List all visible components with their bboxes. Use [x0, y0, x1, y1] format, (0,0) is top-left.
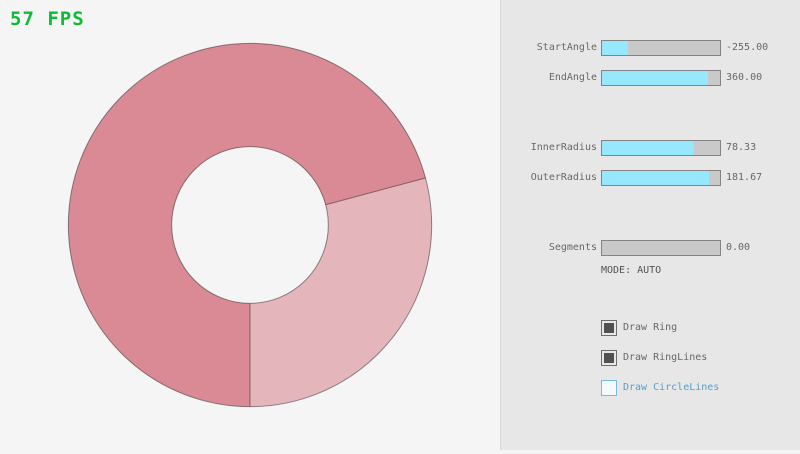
check-row-draw-ring: Draw Ring [501, 320, 800, 336]
outer-radius-slider[interactable] [601, 170, 721, 186]
outer-radius-slider-fill [602, 171, 710, 185]
draw-ringlines-checkbox[interactable] [601, 350, 617, 366]
draw-circlelines-checkbox[interactable] [601, 380, 617, 396]
ring-sector-dark [68, 43, 426, 407]
ring-chart [67, 42, 433, 408]
start-angle-value: -255.00 [726, 42, 769, 53]
ring-sector-light [250, 177, 432, 407]
controls-panel: StartAngle -255.00 EndAngle 360.00 Inner… [500, 0, 800, 450]
start-angle-slider[interactable] [601, 40, 721, 56]
segments-slider[interactable] [601, 240, 721, 256]
ring-outline-outer [67, 42, 433, 408]
segments-mode-label: MODE: AUTO [601, 265, 662, 276]
draw-ring-checkbox[interactable] [601, 320, 617, 336]
segments-label: Segments [548, 242, 597, 253]
end-angle-label: EndAngle [548, 72, 597, 83]
end-angle-value: 360.00 [726, 72, 763, 83]
start-angle-label: StartAngle [536, 42, 597, 53]
check-row-draw-circlelines: Draw CircleLines [501, 380, 800, 396]
inner-radius-slider[interactable] [601, 140, 721, 156]
slider-row-start-angle: StartAngle -255.00 [501, 40, 800, 56]
end-angle-slider-fill [602, 71, 709, 85]
checkmark [604, 323, 614, 333]
segments-value: 0.00 [726, 242, 751, 253]
check-row-draw-ringlines: Draw RingLines [501, 350, 800, 366]
start-angle-slider-fill [602, 41, 628, 55]
slider-row-inner-radius: InnerRadius 78.33 [501, 140, 800, 156]
inner-radius-slider-fill [602, 141, 695, 155]
slider-row-segments: Segments 0.00 [501, 240, 800, 256]
ring-canvas [67, 42, 433, 408]
ring-cap-line-start [325, 177, 426, 206]
outer-radius-value: 181.67 [726, 172, 763, 183]
inner-radius-label: InnerRadius [530, 142, 597, 153]
checkmark [604, 353, 614, 363]
end-angle-slider[interactable] [601, 70, 721, 86]
ring-outline-inner [171, 146, 329, 304]
slider-row-end-angle: EndAngle 360.00 [501, 70, 800, 86]
outer-radius-label: OuterRadius [530, 172, 597, 183]
slider-row-outer-radius: OuterRadius 181.67 [501, 170, 800, 186]
draw-ring-label: Draw Ring [623, 322, 678, 333]
inner-radius-value: 78.33 [726, 142, 757, 153]
fps-counter: 57 FPS [10, 8, 85, 30]
draw-circlelines-label: Draw CircleLines [623, 382, 720, 393]
draw-ringlines-label: Draw RingLines [623, 352, 708, 363]
